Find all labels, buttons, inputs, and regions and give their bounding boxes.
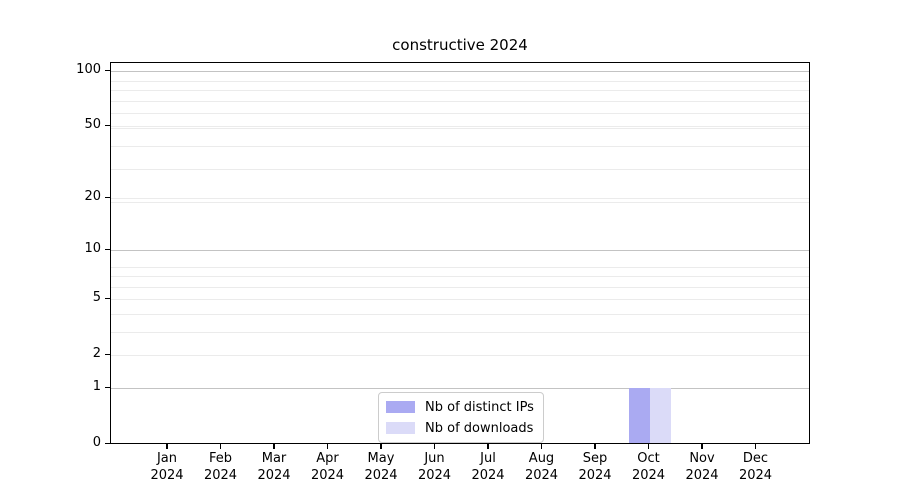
x-axis-tick-label-line: Apr [316,451,339,466]
y-gridline-major [111,250,809,252]
y-axis-tick-label: 0 [92,435,101,450]
y-gridline-major [111,388,809,389]
legend-label-distinct-ips: Nb of distinct IPs [425,399,534,415]
x-axis-tick-label-line: Jul [480,451,496,466]
y-axis-tick-label: 20 [84,189,101,205]
x-axis-tick-label-line: 2024 [203,468,238,483]
y-gridline-minor [111,299,809,301]
x-axis-tick-label-line: 2024 [578,468,612,483]
x-tick-mark [701,444,703,449]
y-gridline-minor [111,146,809,148]
x-axis-tick-label-line: 2024 [150,468,184,483]
x-axis-tick-label: May 2024 [351,450,411,484]
x-axis-tick-label-line: 2024 [364,468,398,483]
y-axis-tick-label: 5 [92,290,101,306]
y-gridline-minor [111,126,809,128]
y-gridline-minor [111,100,809,102]
legend-swatch-downloads [386,422,415,434]
y-gridline-minor [111,127,809,129]
y-gridline-minor [111,90,809,92]
y-axis-tick-label: 100 [76,62,101,78]
y-gridline-major [111,71,809,73]
x-tick-mark [219,444,222,449]
x-axis-tick-label-line: 2024 [631,468,666,483]
y-tick-mark [105,69,110,71]
x-axis-tick-label-line: 2024 [310,468,345,483]
x-tick-mark [326,444,329,449]
y-tick-mark [105,353,110,356]
x-axis-tick-label: Jul 2024 [458,450,518,484]
legend-item-distinct-ips: Nb of distinct IPs [386,398,534,416]
x-axis-tick-label: Apr 2024 [298,450,358,484]
y-tick-mark [105,442,110,444]
x-tick-mark [487,444,489,449]
x-axis-tick-label-line: Jan [156,451,178,466]
y-gridline-minor [111,113,809,115]
y-gridline-minor [111,313,809,315]
y-gridline-minor [111,198,809,200]
x-axis-tick-label: Dec 2024 [726,450,786,484]
x-axis-tick-label: Sep 2024 [565,450,625,484]
x-axis-tick-label: Feb 2024 [191,450,251,484]
y-gridline-minor [111,276,809,278]
x-axis-tick-label-line: 2024 [524,468,559,483]
x-axis-tick-label: Oct 2024 [619,450,679,484]
x-axis-tick-label: Aug 2024 [512,450,572,484]
bar-downloads [649,388,671,443]
x-axis-tick-label-line: Mar [261,451,287,466]
x-axis-tick-label-line: 2024 [257,468,291,483]
x-axis-tick-label-line: Aug [528,451,555,466]
x-axis-tick-label-line: 2024 [685,468,719,483]
x-axis-tick-label-line: Jun [424,451,445,466]
y-tick-mark [105,196,110,198]
y-gridline-minor [111,169,809,171]
x-tick-mark [754,444,757,449]
y-gridline-minor [111,286,809,288]
x-tick-mark [647,444,650,449]
x-axis-tick-label-line: 2024 [738,468,773,483]
y-tick-mark [105,124,110,127]
x-axis-tick-label-line: May [367,451,395,466]
x-tick-mark [540,444,543,449]
bar-distinct-ips [628,388,650,443]
x-axis-tick-label: Jun 2024 [405,450,465,484]
x-axis-tick-label-line: Feb [208,451,233,466]
x-axis-tick-label-line: Nov [689,451,715,466]
plot-area: Nb of distinct IPs Nb of downloads [110,62,810,444]
x-tick-mark [166,444,168,449]
x-axis-tick-label: Mar 2024 [244,450,304,484]
y-gridline-minor [111,332,809,334]
y-gridline-minor [111,266,809,268]
chart-title: constructive 2024 [392,36,528,54]
y-gridline-minor [111,355,809,357]
y-axis-tick-label: 10 [84,241,101,257]
x-axis-tick-label-line: 2024 [471,468,505,483]
y-gridline-minor [111,202,809,203]
y-axis-tick-label: 1 [92,379,101,394]
y-axis-tick-label: 2 [92,346,101,362]
x-axis-tick-label: Nov 2024 [672,450,732,484]
x-axis-tick-label-line: Sep [582,451,608,466]
x-axis-tick-label-line: Oct [637,451,660,466]
x-tick-mark [433,444,436,449]
x-tick-mark [594,444,596,449]
y-gridline-minor [111,80,809,82]
x-tick-mark [380,444,382,449]
y-tick-mark [105,248,110,251]
x-tick-mark [273,444,275,449]
x-axis-tick-label-line: Dec [742,451,769,466]
legend-swatch-distinct-ips [386,401,415,413]
x-axis-tick-label: Jan 2024 [137,450,197,484]
y-tick-mark [105,297,110,300]
legend-item-downloads: Nb of downloads [386,419,534,437]
y-tick-mark [105,386,110,388]
legend: Nb of distinct IPs Nb of downloads [378,392,544,443]
legend-label-downloads: Nb of downloads [425,420,534,436]
x-axis-tick-label-line: 2024 [417,468,452,483]
y-axis-tick-label: 50 [84,117,101,133]
